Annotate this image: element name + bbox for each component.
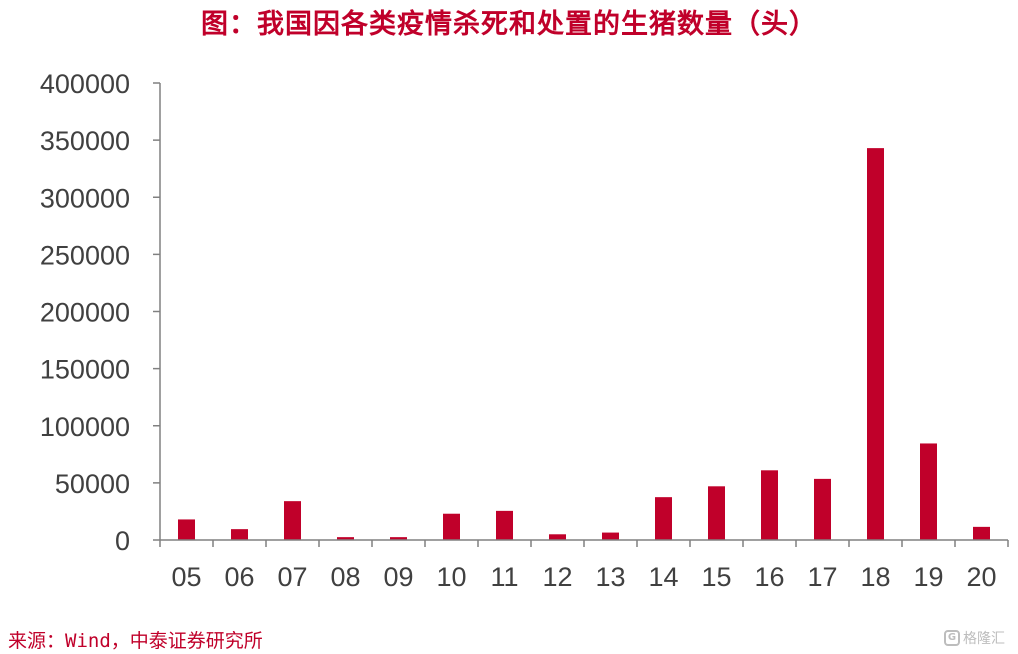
- x-tick-label: 07: [277, 562, 307, 592]
- bar-09: [390, 537, 407, 540]
- bar-11: [496, 510, 513, 540]
- x-tick-label: 09: [383, 562, 413, 592]
- x-axis-ticks: [159, 540, 1009, 547]
- bar-15: [708, 486, 725, 540]
- bar-20: [973, 526, 990, 540]
- x-tick-label: 18: [860, 562, 890, 592]
- x-tick-label: 06: [224, 562, 254, 592]
- x-tick-label: 11: [490, 562, 518, 592]
- x-tick-label: 08: [330, 562, 360, 592]
- bar-12: [549, 534, 566, 540]
- x-tick-label: 12: [542, 562, 572, 592]
- y-tick-label: 150000: [40, 355, 130, 385]
- bar-10: [443, 513, 460, 540]
- y-tick-label: 50000: [55, 469, 130, 499]
- x-axis-labels: 05 06 07 08 09 10 11 12 13 14 15 16 17 18 19 20: [171, 562, 996, 592]
- y-tick-label: 0: [115, 526, 130, 556]
- bar-19: [920, 443, 937, 540]
- y-tick-label: 100000: [40, 412, 130, 442]
- bar-18: [867, 148, 884, 540]
- x-tick-label: 16: [754, 562, 784, 592]
- x-tick-label: 15: [701, 562, 731, 592]
- y-axis-labels: 0 50000 100000 150000 200000 250000 300000 3500…: [40, 69, 130, 556]
- bar-05: [178, 519, 195, 540]
- bar-17: [814, 478, 831, 540]
- source-note: 来源：Wind，中泰证券研究所: [8, 630, 263, 652]
- x-tick-label: 19: [913, 562, 943, 592]
- watermark-logo-icon: G: [944, 630, 960, 646]
- x-tick-label: 17: [807, 562, 837, 592]
- y-axis-ticks: [153, 82, 160, 541]
- y-tick-label: 350000: [40, 126, 130, 156]
- x-tick-label: 13: [595, 562, 625, 592]
- bar-08: [337, 537, 354, 540]
- y-tick-label: 300000: [40, 183, 130, 213]
- bar-14: [655, 497, 672, 540]
- bar-06: [231, 529, 248, 540]
- bar-16: [761, 470, 778, 540]
- watermark: G 格隆汇: [944, 628, 1005, 648]
- x-tick-label: 10: [436, 562, 466, 592]
- bar-13: [602, 532, 619, 540]
- y-tick-label: 400000: [40, 69, 130, 99]
- y-tick-label: 250000: [40, 240, 130, 270]
- x-tick-label: 05: [171, 562, 201, 592]
- chart-title: 图：我国因各类疫情杀死和处置的生猪数量（头）: [201, 9, 817, 40]
- watermark-text: 格隆汇: [963, 631, 1005, 647]
- x-tick-label: 20: [966, 562, 996, 592]
- bar-07: [284, 501, 301, 540]
- bars: [178, 148, 990, 540]
- y-tick-label: 200000: [40, 298, 130, 328]
- x-tick-label: 14: [648, 562, 678, 592]
